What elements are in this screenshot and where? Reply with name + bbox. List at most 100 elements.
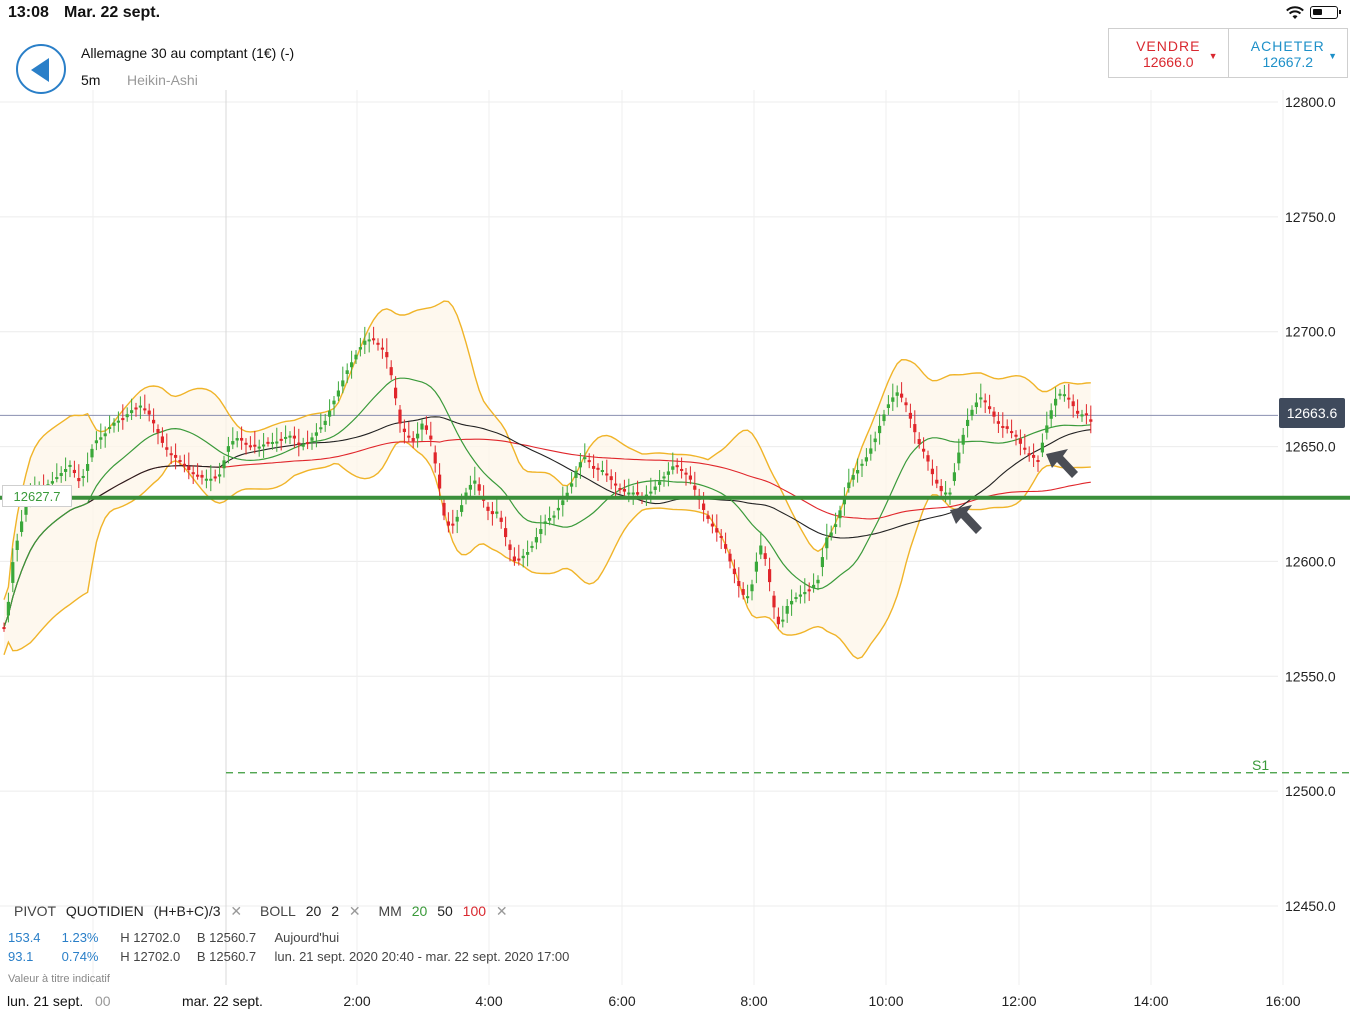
candle-down: [182, 463, 186, 466]
back-button[interactable]: [16, 44, 66, 94]
boll-period[interactable]: 20: [305, 903, 322, 919]
candle-down: [165, 447, 169, 450]
candle-up: [534, 537, 538, 543]
candle-up: [15, 540, 19, 551]
x-axis: 2:00 4:00 6:00 8:00 10:00 12:00 14:00 16:00: [343, 993, 1300, 1009]
candle-up: [204, 478, 208, 481]
candle-down: [922, 448, 926, 452]
candle-down: [776, 616, 780, 625]
candle-up: [358, 347, 362, 350]
candle-down: [380, 347, 384, 350]
candle-up: [600, 470, 604, 473]
boll-dev[interactable]: 2: [331, 903, 339, 919]
mm20-label[interactable]: 20: [411, 903, 428, 919]
buy-button[interactable]: ACHETER 12667.2 ▼: [1227, 29, 1348, 77]
candle-down: [429, 435, 433, 440]
candle-down: [477, 484, 481, 491]
support-price-tag: 12627.7: [2, 485, 72, 507]
sell-button[interactable]: VENDRE 12666.0 ▼: [1109, 29, 1228, 77]
x-tick-label: 4:00: [475, 993, 502, 1009]
y-tick-label: 12650.0: [1285, 439, 1336, 455]
candle-up: [473, 480, 477, 484]
candle-up: [59, 473, 63, 476]
candle-down: [152, 419, 156, 424]
indicator-legend: PIVOT QUOTIDIEN (H+B+C)/3 ✕ BOLL 20 2 ✕ …: [14, 903, 522, 920]
candle-down: [248, 445, 252, 448]
candle-down: [411, 438, 415, 442]
candle-up: [222, 460, 226, 469]
candle-up: [209, 478, 213, 481]
y-tick-label: 12550.0: [1285, 668, 1336, 684]
candle-down: [156, 428, 160, 433]
candle-down: [675, 465, 679, 468]
candle-down: [768, 569, 772, 583]
x-tick-label: 6:00: [608, 993, 635, 1009]
candle-down: [710, 523, 714, 527]
candle-up: [543, 521, 547, 524]
candle-down: [702, 503, 706, 510]
mm20-line: [3, 377, 1091, 628]
candle-up: [649, 491, 653, 494]
mm50-label[interactable]: 50: [437, 903, 453, 919]
mm-label[interactable]: MM: [378, 903, 402, 919]
candle-down: [1010, 431, 1014, 434]
indicative-note: Valeur à titre indicatif: [8, 973, 110, 985]
candle-up: [869, 448, 873, 454]
candle-down: [279, 438, 283, 441]
candle-up: [578, 462, 582, 468]
candle-up: [284, 436, 288, 439]
candle-up: [257, 446, 261, 449]
x-tick-label: 2:00: [343, 993, 370, 1009]
candle-up: [468, 484, 472, 490]
candle-up: [323, 420, 327, 425]
candle-down: [605, 473, 609, 476]
status-bar: 13:08 Mar. 22 sept.: [0, 0, 1350, 26]
y-tick-label: 12450.0: [1285, 898, 1336, 914]
candle-up: [785, 605, 789, 614]
candle-down: [715, 528, 719, 533]
candle-down: [147, 410, 151, 415]
candle-down: [213, 476, 217, 479]
pivot-formula[interactable]: (H+B+C)/3: [153, 903, 221, 919]
candle-down: [389, 367, 393, 376]
candle-down: [1084, 413, 1088, 416]
candle-down: [121, 418, 125, 421]
candle-up: [521, 555, 525, 559]
remove-boll-icon[interactable]: ✕: [348, 903, 361, 919]
candle-up: [6, 601, 10, 616]
candle-down: [728, 553, 732, 562]
high-value: H 12702.0: [120, 930, 181, 945]
candle-up: [790, 600, 794, 605]
candle-up: [1040, 442, 1044, 453]
timeframe-selector[interactable]: 5m: [81, 72, 101, 88]
candle-up: [218, 474, 222, 477]
candle-up: [86, 464, 90, 471]
y-tick-label: 12500.0: [1285, 783, 1336, 799]
pivot-label[interactable]: PIVOT: [14, 903, 57, 919]
y-tick-label: 12750.0: [1285, 209, 1336, 225]
candle-down: [596, 467, 600, 470]
candle-up: [856, 470, 860, 474]
pivot-type[interactable]: QUOTIDIEN: [65, 903, 144, 919]
candle-down: [266, 441, 270, 444]
candle-up: [64, 468, 68, 472]
candle-up: [112, 422, 116, 426]
x-hour-label: 00: [95, 993, 111, 1009]
candle-up: [99, 437, 103, 440]
candle-up: [495, 511, 499, 514]
candle-down: [143, 408, 147, 411]
remove-mm-icon[interactable]: ✕: [495, 903, 508, 919]
boll-label[interactable]: BOLL: [260, 903, 296, 919]
candle-up: [812, 584, 816, 589]
candle-down: [442, 502, 446, 516]
candle-down: [587, 460, 591, 463]
candle-up: [834, 524, 838, 527]
candle-down: [504, 528, 508, 538]
mm100-label[interactable]: 100: [462, 903, 487, 919]
candle-down: [908, 412, 912, 419]
candle-up: [1054, 398, 1058, 406]
candle-down: [433, 452, 437, 464]
chart-type-selector[interactable]: Heikin-Ashi: [127, 72, 198, 88]
remove-pivot-icon[interactable]: ✕: [230, 903, 243, 919]
